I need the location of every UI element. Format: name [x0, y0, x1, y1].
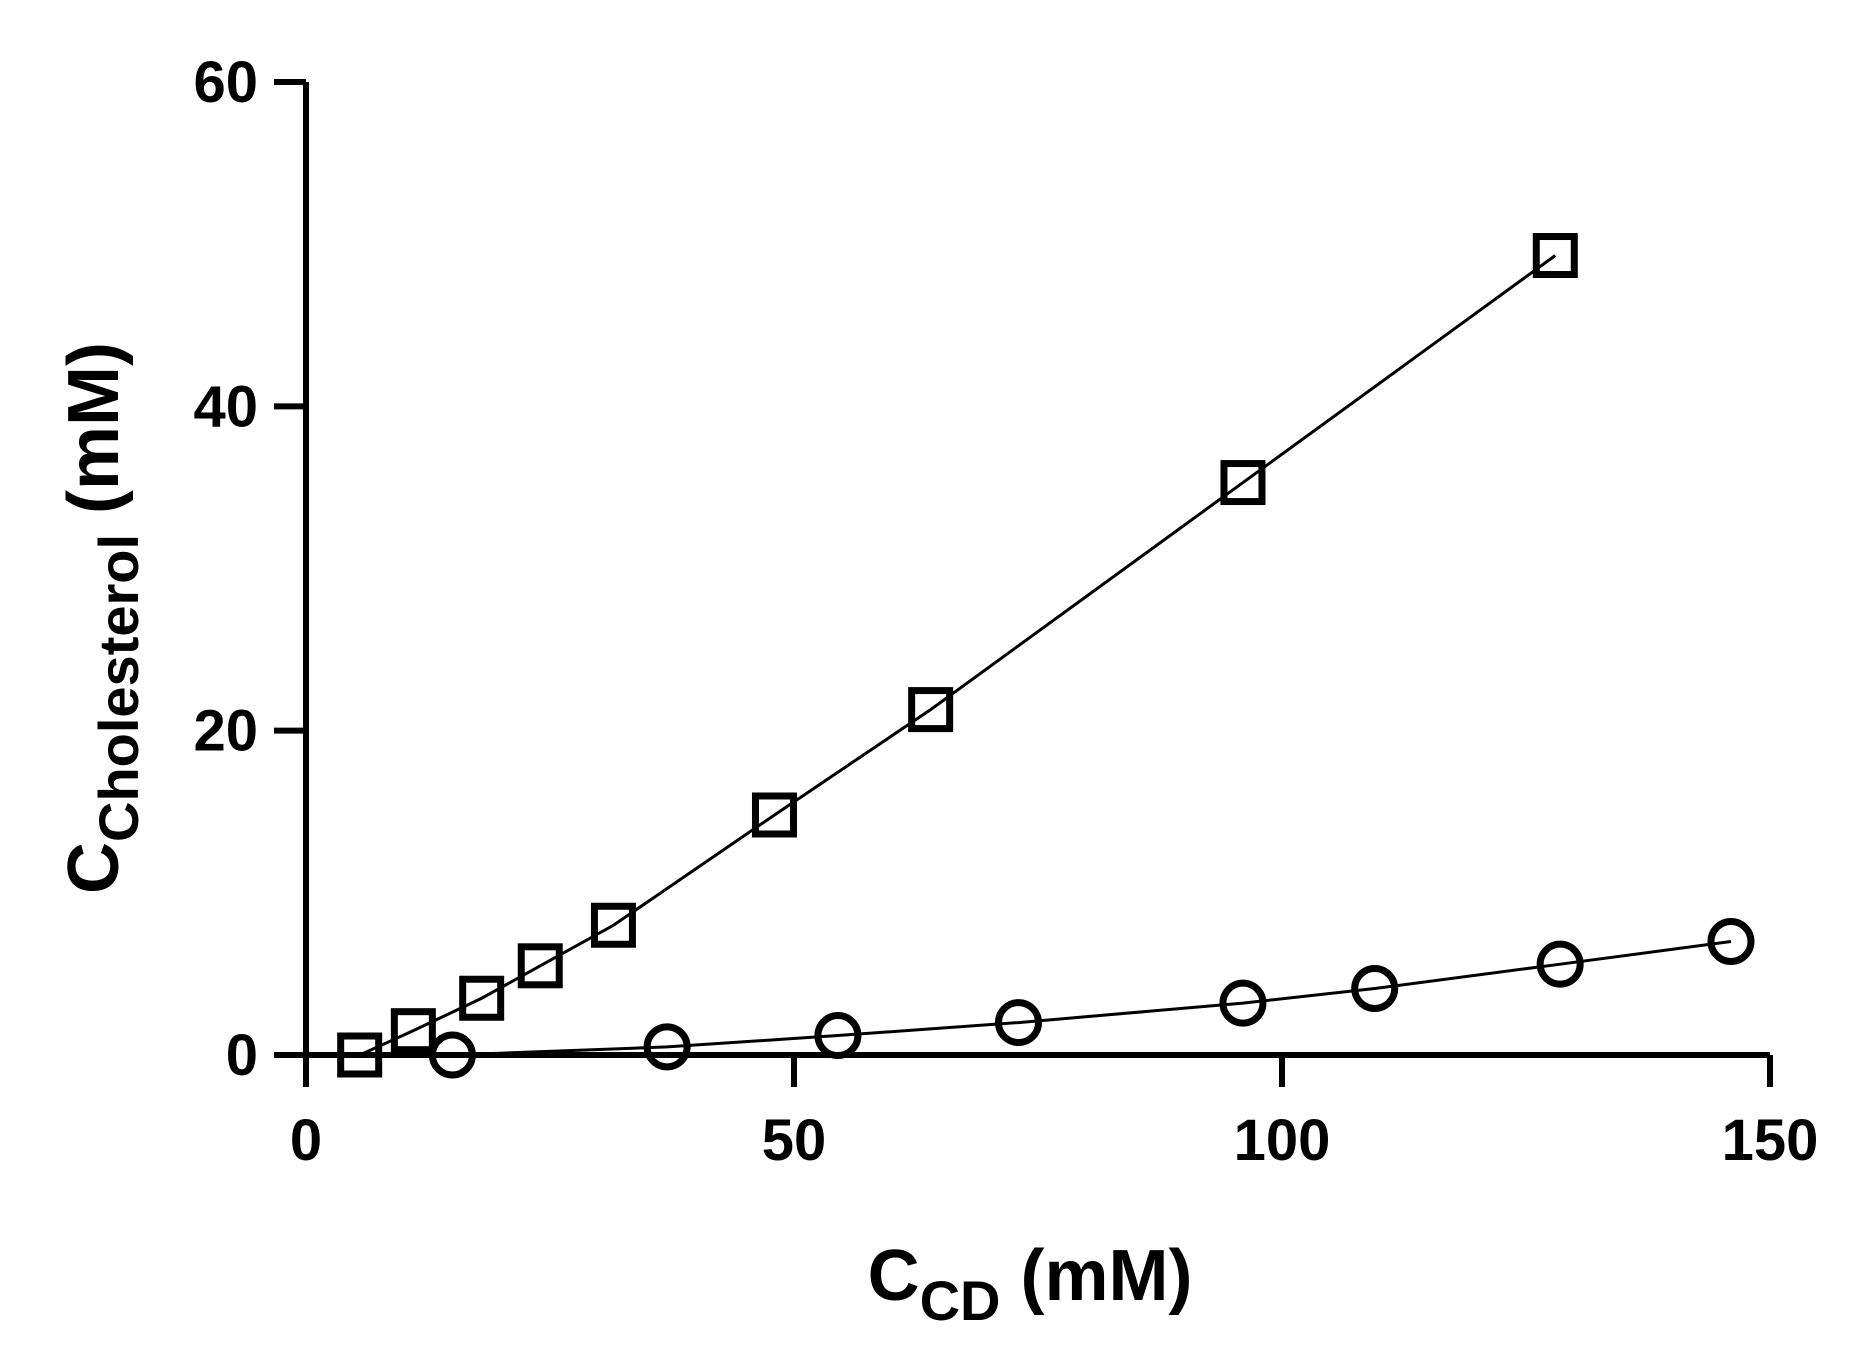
y-tick-label: 20 [193, 699, 258, 764]
y-axis-title: CCholesterol (mM) [54, 342, 150, 894]
x-axis-title: CCD (mM) [868, 1236, 1193, 1332]
series-line-circle [452, 939, 1732, 1057]
circle-marker [1351, 965, 1399, 1013]
square-marker [590, 902, 636, 948]
square-marker [1220, 460, 1266, 506]
circle-marker [428, 1031, 476, 1079]
x-axis: 0 50 100 150 [290, 1052, 1819, 1173]
circle-marker [994, 999, 1042, 1047]
x-tick-label: 150 [1722, 1108, 1819, 1173]
x-tick-label: 50 [762, 1108, 827, 1173]
y-tick-label: 60 [193, 50, 258, 115]
y-axis-title-unit: (mM) [54, 342, 134, 534]
y-axis-title-main: C [54, 842, 134, 894]
x-axis-title-sub: CD [920, 1269, 1001, 1332]
square-marker [908, 687, 954, 733]
circle-marker [1219, 979, 1267, 1027]
circle-marker [1536, 940, 1584, 988]
y-axis-title-sub: Cholesterol [87, 534, 150, 842]
circle-marker [643, 1023, 691, 1071]
plot-area [337, 233, 1755, 1079]
circle-marker [1707, 917, 1755, 965]
square-marker [337, 1032, 383, 1078]
x-tick-label: 0 [290, 1108, 322, 1173]
x-axis-title-main: C [868, 1236, 920, 1316]
series-circle [428, 917, 1755, 1079]
circle-marker [814, 1012, 862, 1060]
square-marker [390, 1008, 436, 1054]
y-tick-label: 0 [226, 1023, 258, 1088]
square-marker [751, 792, 797, 838]
square-marker [459, 975, 505, 1021]
x-tick-label: 100 [1234, 1108, 1331, 1173]
y-tick-label: 40 [193, 374, 258, 439]
x-axis-title-unit: (mM) [1000, 1236, 1192, 1316]
y-axis: 0 20 40 60 [193, 50, 309, 1088]
square-marker [1532, 233, 1578, 279]
series-square [337, 233, 1578, 1078]
series-line-square [359, 254, 1557, 1057]
square-marker [517, 943, 563, 989]
